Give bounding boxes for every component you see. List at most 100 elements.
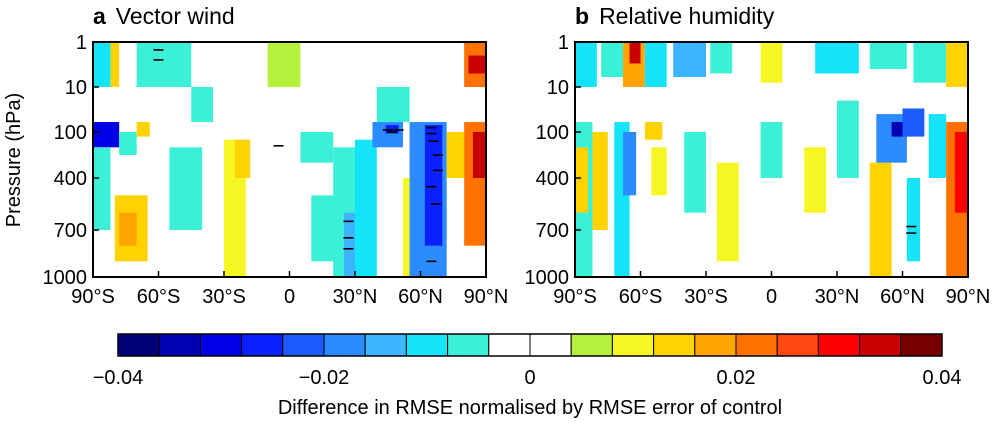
contour-cell <box>869 42 907 70</box>
x-tick-label: 90°S <box>71 286 115 308</box>
panel-letter: b <box>575 3 589 29</box>
contour-cell <box>93 147 111 230</box>
contour-cell <box>472 132 486 178</box>
y-tick-label: 1000 <box>43 267 88 289</box>
contour-cell <box>913 42 947 83</box>
x-tick-label: 0 <box>284 286 295 308</box>
contour-cell <box>946 42 968 87</box>
colorbar-swatch <box>776 333 819 357</box>
colorbar-swatch <box>859 333 902 357</box>
y-tick-label: 10 <box>547 77 569 99</box>
contour-cell <box>300 132 334 163</box>
contour-cell <box>136 122 150 137</box>
colorbar-frame <box>117 333 943 357</box>
contour-cell <box>651 147 667 196</box>
contour-cell <box>575 42 597 87</box>
contour-cell <box>644 42 667 87</box>
contour-cell <box>954 132 968 213</box>
contour-cell <box>684 132 706 213</box>
panel-title-text: Relative humidity <box>599 3 775 29</box>
contour-cell <box>446 132 465 178</box>
x-tick-label: 60°S <box>137 286 181 308</box>
colorbar-swatch <box>570 333 613 357</box>
y-axis-label: Pressure (hPa) <box>3 93 25 228</box>
x-tick-label: 30°N <box>333 286 378 308</box>
contour-cell <box>673 42 706 78</box>
contour-cell <box>110 42 120 87</box>
contour-cell <box>716 162 739 262</box>
contour-cell <box>355 139 377 277</box>
contour-cell <box>344 212 355 277</box>
y-tick-label: 100 <box>536 122 569 144</box>
colorbar-swatch <box>611 333 655 357</box>
colorbar-tick-label: 0.04 <box>923 367 962 389</box>
colorbar-swatch <box>323 333 366 357</box>
contour-cell <box>906 178 920 262</box>
contour-cell <box>876 114 907 163</box>
colorbar: −0.04 −0.02 0 0.02 0.04 <box>93 333 962 389</box>
colorbar-swatch <box>488 333 531 357</box>
x-tick-label: 90°N <box>946 286 991 308</box>
x-tick-label: 30°S <box>202 286 246 308</box>
y-tick-label: 700 <box>536 220 569 242</box>
x-tick-label: 60°N <box>398 286 443 308</box>
contour-cell <box>760 42 783 83</box>
colorbar-tick-label: −0.02 <box>299 367 350 389</box>
colorbar-swatch <box>364 333 407 357</box>
contour-cell <box>928 114 947 178</box>
y-tick-label: 10 <box>65 77 87 99</box>
panel-title: a Vector wind <box>93 3 235 29</box>
panel-title: b Relative humidity <box>575 3 775 29</box>
colorbar-swatch <box>735 333 778 357</box>
contour-cell <box>629 42 641 64</box>
contour-cell <box>93 122 120 148</box>
contour-cell <box>815 42 859 74</box>
colorbar-swatch <box>405 333 449 357</box>
colorbar-label: Difference in RMSE normalised by RMSE er… <box>278 397 782 419</box>
y-tick-label: 1 <box>76 32 87 54</box>
y-tick-label: 700 <box>54 220 87 242</box>
panel-letter: a <box>93 3 106 29</box>
colorbar-tick-label: −0.04 <box>93 367 144 389</box>
contour-cell <box>575 147 589 213</box>
contour-cell <box>468 55 486 74</box>
colorbar-swatch <box>282 333 325 357</box>
y-tick-label: 1000 <box>525 267 570 289</box>
contour-cell <box>601 42 624 78</box>
panel-title-text: Vector wind <box>116 3 235 29</box>
colorbar-swatch <box>653 333 696 357</box>
contour-cell <box>760 122 783 178</box>
contour-cell <box>644 122 663 140</box>
x-tick-label: 90°N <box>464 286 509 308</box>
x-tick-label: 30°S <box>684 286 728 308</box>
x-tick-label: 60°S <box>619 286 663 308</box>
colorbar-swatch <box>900 333 943 357</box>
x-tick-label: 0 <box>766 286 777 308</box>
x-tick-label: 30°N <box>815 286 860 308</box>
colorbar-swatch <box>241 333 284 357</box>
colorbar-swatch <box>117 333 160 357</box>
contour-cell <box>119 132 137 155</box>
contour-cell <box>376 87 410 123</box>
colorbar-swatch <box>158 333 201 357</box>
colorbar-tick-label: 0.02 <box>717 367 756 389</box>
colorbar-swatch <box>529 333 572 357</box>
contour-cell <box>592 132 608 230</box>
contour-cell <box>169 147 203 230</box>
contour-cell <box>837 100 859 178</box>
contour-cell <box>902 108 925 137</box>
colorbar-tick-label: 0 <box>524 367 535 389</box>
colorbar-swatch <box>694 333 737 357</box>
y-tick-label: 1 <box>558 32 569 54</box>
contour-cell <box>119 212 137 246</box>
contour-cell <box>234 139 251 178</box>
contour-cell <box>191 87 214 123</box>
contour-cell <box>424 125 443 246</box>
x-tick-label: 90°S <box>553 286 597 308</box>
y-tick-label: 400 <box>536 168 569 190</box>
y-tick-label: 400 <box>54 168 87 190</box>
y-tick-label: 100 <box>54 122 87 144</box>
